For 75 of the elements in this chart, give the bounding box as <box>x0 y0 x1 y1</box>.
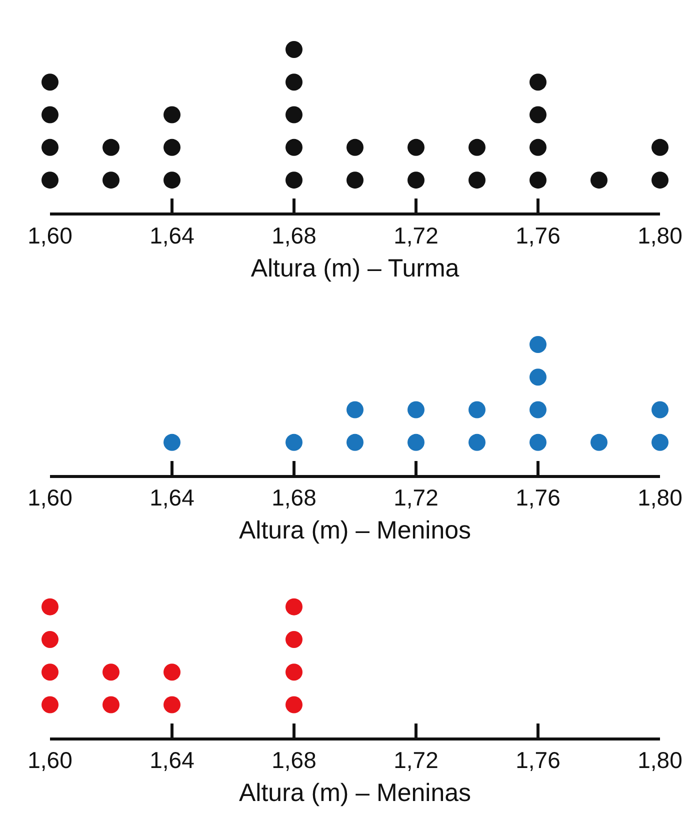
x-tick-label: 1,60 <box>28 747 72 774</box>
point <box>652 172 668 189</box>
point <box>286 630 302 648</box>
x-tick-label: 1,76 <box>516 222 560 248</box>
point <box>530 368 546 386</box>
point <box>286 138 302 156</box>
point <box>102 696 120 714</box>
point <box>102 138 120 156</box>
point <box>286 696 302 714</box>
x-tick-label: 1,68 <box>272 222 316 248</box>
point <box>346 172 364 189</box>
point <box>164 696 180 714</box>
x-tick-label: 1,60 <box>28 484 72 511</box>
point <box>42 664 58 681</box>
point <box>468 434 486 451</box>
x-tick-label: 1,68 <box>272 484 316 511</box>
x-tick-label: 1,64 <box>150 484 195 511</box>
point <box>164 434 180 451</box>
point <box>652 434 668 451</box>
point <box>346 138 364 156</box>
point <box>42 630 58 648</box>
point <box>590 172 608 189</box>
point <box>530 401 546 418</box>
point <box>42 598 58 616</box>
point <box>530 138 546 156</box>
point <box>408 138 424 156</box>
point <box>164 106 180 124</box>
x-tick-label: 1,80 <box>638 747 682 774</box>
point <box>652 401 668 418</box>
point <box>286 664 302 681</box>
point <box>42 106 58 124</box>
point <box>164 172 180 189</box>
point <box>530 172 546 189</box>
point <box>102 664 120 681</box>
x-tick-label: 1,64 <box>150 747 195 774</box>
x-tick-label: 1,80 <box>638 484 682 511</box>
x-tick-label: 1,72 <box>394 747 438 774</box>
point <box>468 138 486 156</box>
x-tick-label: 1,60 <box>28 222 72 248</box>
x-tick-label: 1,76 <box>516 484 560 511</box>
point <box>530 74 546 91</box>
x-axis-title: Altura (m) – Meninos <box>238 516 472 545</box>
x-axis-title: Altura (m) – Meninas <box>238 779 472 808</box>
point <box>468 172 486 189</box>
x-tick-label: 1,72 <box>394 484 438 511</box>
point <box>42 696 58 714</box>
point <box>408 401 424 418</box>
point <box>530 336 546 353</box>
point <box>346 434 364 451</box>
x-tick-label: 1,64 <box>150 222 195 248</box>
point <box>286 74 302 91</box>
point <box>42 74 58 91</box>
point <box>530 106 546 124</box>
point <box>286 106 302 124</box>
x-axis-title: Altura (m) – Turma <box>250 254 460 282</box>
x-tick-label: 1,68 <box>272 747 316 774</box>
point <box>468 401 486 418</box>
point <box>102 172 120 189</box>
point <box>42 138 58 156</box>
point <box>652 138 668 156</box>
point <box>408 434 424 451</box>
point <box>408 172 424 189</box>
point <box>530 434 546 451</box>
point <box>286 40 302 58</box>
x-tick-label: 1,80 <box>638 222 682 248</box>
point <box>286 434 302 451</box>
x-tick-label: 1,72 <box>394 222 438 248</box>
point <box>164 664 180 681</box>
point <box>286 172 302 189</box>
point <box>590 434 608 451</box>
point <box>164 138 180 156</box>
x-tick-label: 1,76 <box>516 747 560 774</box>
point <box>286 598 302 616</box>
point <box>42 172 58 189</box>
point <box>346 401 364 418</box>
